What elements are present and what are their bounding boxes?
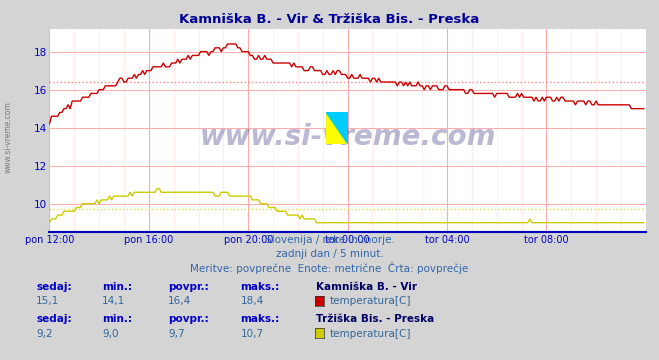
Text: temperatura[C]: temperatura[C] [330, 296, 411, 306]
Text: 9,2: 9,2 [36, 329, 53, 339]
Text: www.si-vreme.com: www.si-vreme.com [200, 123, 496, 150]
Text: 10,7: 10,7 [241, 329, 264, 339]
Text: sedaj:: sedaj: [36, 314, 72, 324]
Text: 15,1: 15,1 [36, 296, 59, 306]
Text: min.:: min.: [102, 314, 132, 324]
Text: Slovenija / reke in morje.: Slovenija / reke in morje. [264, 235, 395, 245]
Text: www.si-vreme.com: www.si-vreme.com [3, 101, 13, 173]
Text: povpr.:: povpr.: [168, 282, 209, 292]
Text: sedaj:: sedaj: [36, 282, 72, 292]
Text: 14,1: 14,1 [102, 296, 125, 306]
Text: Tržiška Bis. - Preska: Tržiška Bis. - Preska [316, 314, 434, 324]
Polygon shape [326, 112, 348, 144]
Text: povpr.:: povpr.: [168, 314, 209, 324]
Text: 16,4: 16,4 [168, 296, 191, 306]
Polygon shape [326, 112, 348, 144]
Text: zadnji dan / 5 minut.: zadnji dan / 5 minut. [275, 249, 384, 260]
Text: temperatura[C]: temperatura[C] [330, 329, 411, 339]
Text: min.:: min.: [102, 282, 132, 292]
Text: maks.:: maks.: [241, 282, 280, 292]
Text: 9,0: 9,0 [102, 329, 119, 339]
Text: Kamniška B. - Vir & Tržiška Bis. - Preska: Kamniška B. - Vir & Tržiška Bis. - Presk… [179, 13, 480, 26]
Text: Kamniška B. - Vir: Kamniška B. - Vir [316, 282, 417, 292]
Text: 9,7: 9,7 [168, 329, 185, 339]
Text: maks.:: maks.: [241, 314, 280, 324]
Text: 18,4: 18,4 [241, 296, 264, 306]
Text: Meritve: povprečne  Enote: metrične  Črta: povprečje: Meritve: povprečne Enote: metrične Črta:… [190, 262, 469, 274]
